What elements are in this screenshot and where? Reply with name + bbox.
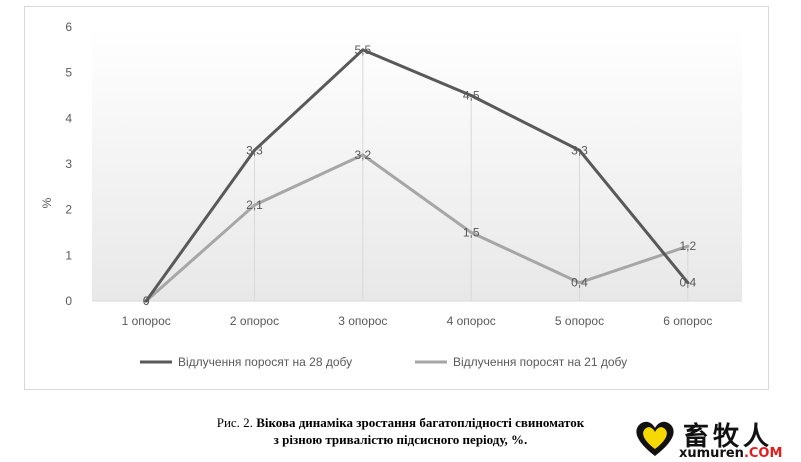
line-chart: 0 1 2 3 4 5 6 1 опорос 2 опорос 3 опорос 4 опорос… [40, 20, 742, 369]
data-point [469, 94, 473, 97]
data-point [361, 153, 365, 157]
data-point [253, 203, 256, 207]
data-label: 1,2 [679, 239, 696, 253]
x-tick-label: 4 опорос [447, 314, 496, 328]
data-label: 0,4 [679, 276, 696, 290]
x-tick-label: 2 опорос [230, 314, 279, 328]
data-point [253, 148, 256, 152]
data-label: 4,5 [463, 89, 480, 103]
x-tick-label: 3 опорос [338, 314, 387, 328]
caption-prefix: Рис. 2. [216, 415, 257, 430]
data-point [686, 281, 690, 285]
data-label: 2,1 [246, 198, 263, 212]
caption-title-line1: Вікова динаміка зростання багатоплідност… [256, 415, 585, 430]
y-tick-label: 5 [65, 66, 72, 80]
x-tick-label: 5 опорос [555, 314, 604, 328]
series-layer [144, 48, 690, 303]
caption-title-line2: з різною тривалістю підсисного періоду, … [273, 432, 528, 447]
watermark-logo: 畜牧人 xumuren.COM [631, 416, 801, 462]
legend-label: Відлучення поросят на 28 добу [178, 355, 352, 369]
legend: Відлучення поросят на 28 добу Відлучення … [140, 355, 627, 369]
y-tick-label: 2 [65, 203, 72, 217]
y-axis: 0 1 2 3 4 5 6 [65, 20, 72, 308]
data-point [686, 244, 690, 248]
x-tick-label: 6 опорос [663, 314, 712, 328]
heart-logo-icon [636, 421, 674, 456]
y-tick-label: 3 [65, 157, 72, 171]
watermark-url-tld: .COM [743, 446, 783, 461]
data-label: 3,3 [571, 143, 588, 157]
data-label: 0 [143, 294, 150, 308]
series-line [144, 48, 690, 303]
data-label: 3,2 [354, 148, 371, 162]
legend-label: Відлучення поросят на 21 добу [453, 355, 627, 369]
y-axis-title: % [40, 197, 54, 208]
data-labels: 03,35,54,53,30,402,13,21,50,41,2 [143, 43, 697, 308]
data-label: 3,3 [246, 143, 263, 157]
series-line [144, 153, 690, 303]
y-tick-label: 0 [65, 294, 72, 308]
watermark-cn-text: 畜牧人 [683, 422, 774, 452]
data-label: 5,5 [354, 43, 371, 57]
data-point [578, 148, 581, 152]
y-tick-label: 6 [65, 20, 72, 34]
data-point [144, 299, 148, 303]
data-label: 0 [143, 294, 150, 308]
data-point [361, 48, 365, 52]
watermark-url-main: xumuren [679, 446, 744, 461]
watermark-url: xumuren.COM [679, 446, 782, 461]
chart-frame: 0 1 2 3 4 5 6 1 опорос 2 опорос 3 опорос 4 опорос… [24, 6, 769, 390]
data-point [469, 231, 473, 234]
data-label: 1,5 [463, 226, 480, 240]
y-tick-label: 4 [65, 111, 72, 125]
figure-caption: Рис. 2. Вікова динаміка зростання багато… [0, 414, 801, 448]
x-tick-label: 1 опорос [122, 314, 171, 328]
y-tick-label: 1 [65, 248, 72, 262]
data-label: 0,4 [571, 276, 588, 290]
x-axis: 1 опорос 2 опорос 3 опорос 4 опорос 5 опорос… [92, 300, 742, 328]
drop-lines [254, 49, 689, 301]
data-point [578, 281, 581, 285]
